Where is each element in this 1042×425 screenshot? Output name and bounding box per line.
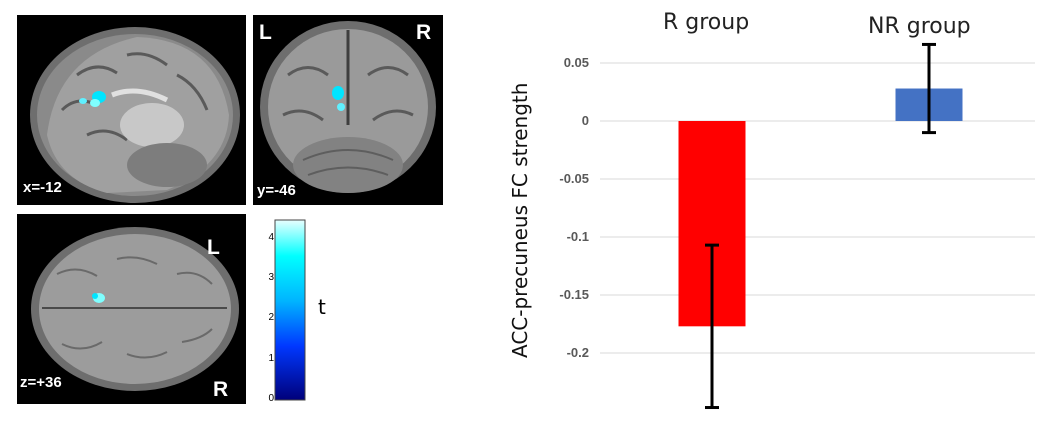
category-label: R group (663, 10, 750, 35)
y-tick-label: -0.05 (559, 171, 589, 186)
slice-coordinate-label: y=-46 (257, 182, 296, 199)
slice-coordinate-label: x=-12 (23, 179, 62, 196)
slice-coordinate-label: z=+36 (20, 374, 62, 391)
colorbar-label: t (318, 295, 326, 319)
axial-brain-slice: L R z=+36 (17, 214, 246, 404)
left-hemisphere-label: L (207, 236, 220, 259)
y-tick-label: -0.2 (566, 345, 589, 360)
right-hemisphere-label: R (213, 378, 229, 401)
colorbar-tick: 0 (268, 393, 274, 404)
y-tick-label: -0.15 (559, 287, 589, 302)
y-tick-label: 0.05 (563, 55, 589, 70)
left-hemisphere-label: L (259, 21, 272, 44)
coronal-brain-image (260, 21, 436, 193)
sagittal-brain-image (30, 27, 240, 203)
category-label: NR group (868, 14, 971, 39)
activation-blob (92, 293, 105, 303)
axial-brain-image (31, 227, 239, 391)
y-tick-label: -0.1 (566, 229, 589, 244)
activation-blob (79, 91, 106, 107)
sagittal-brain-slice: x=-12 (17, 15, 246, 205)
error-bar (705, 243, 719, 410)
activation-blob (332, 86, 345, 111)
coronal-brain-slice: L R y=-46 (253, 15, 443, 205)
right-hemisphere-label: R (416, 21, 432, 44)
error-bar (922, 42, 936, 135)
colorbar-gradient (274, 219, 306, 401)
y-tick-label: 0 (581, 113, 589, 128)
colorbar-tick: 4 (268, 232, 274, 243)
colorbar-tick: 1 (268, 353, 274, 364)
colorbar-tick: 3 (268, 272, 274, 283)
colorbar-tick: 2 (268, 312, 274, 323)
